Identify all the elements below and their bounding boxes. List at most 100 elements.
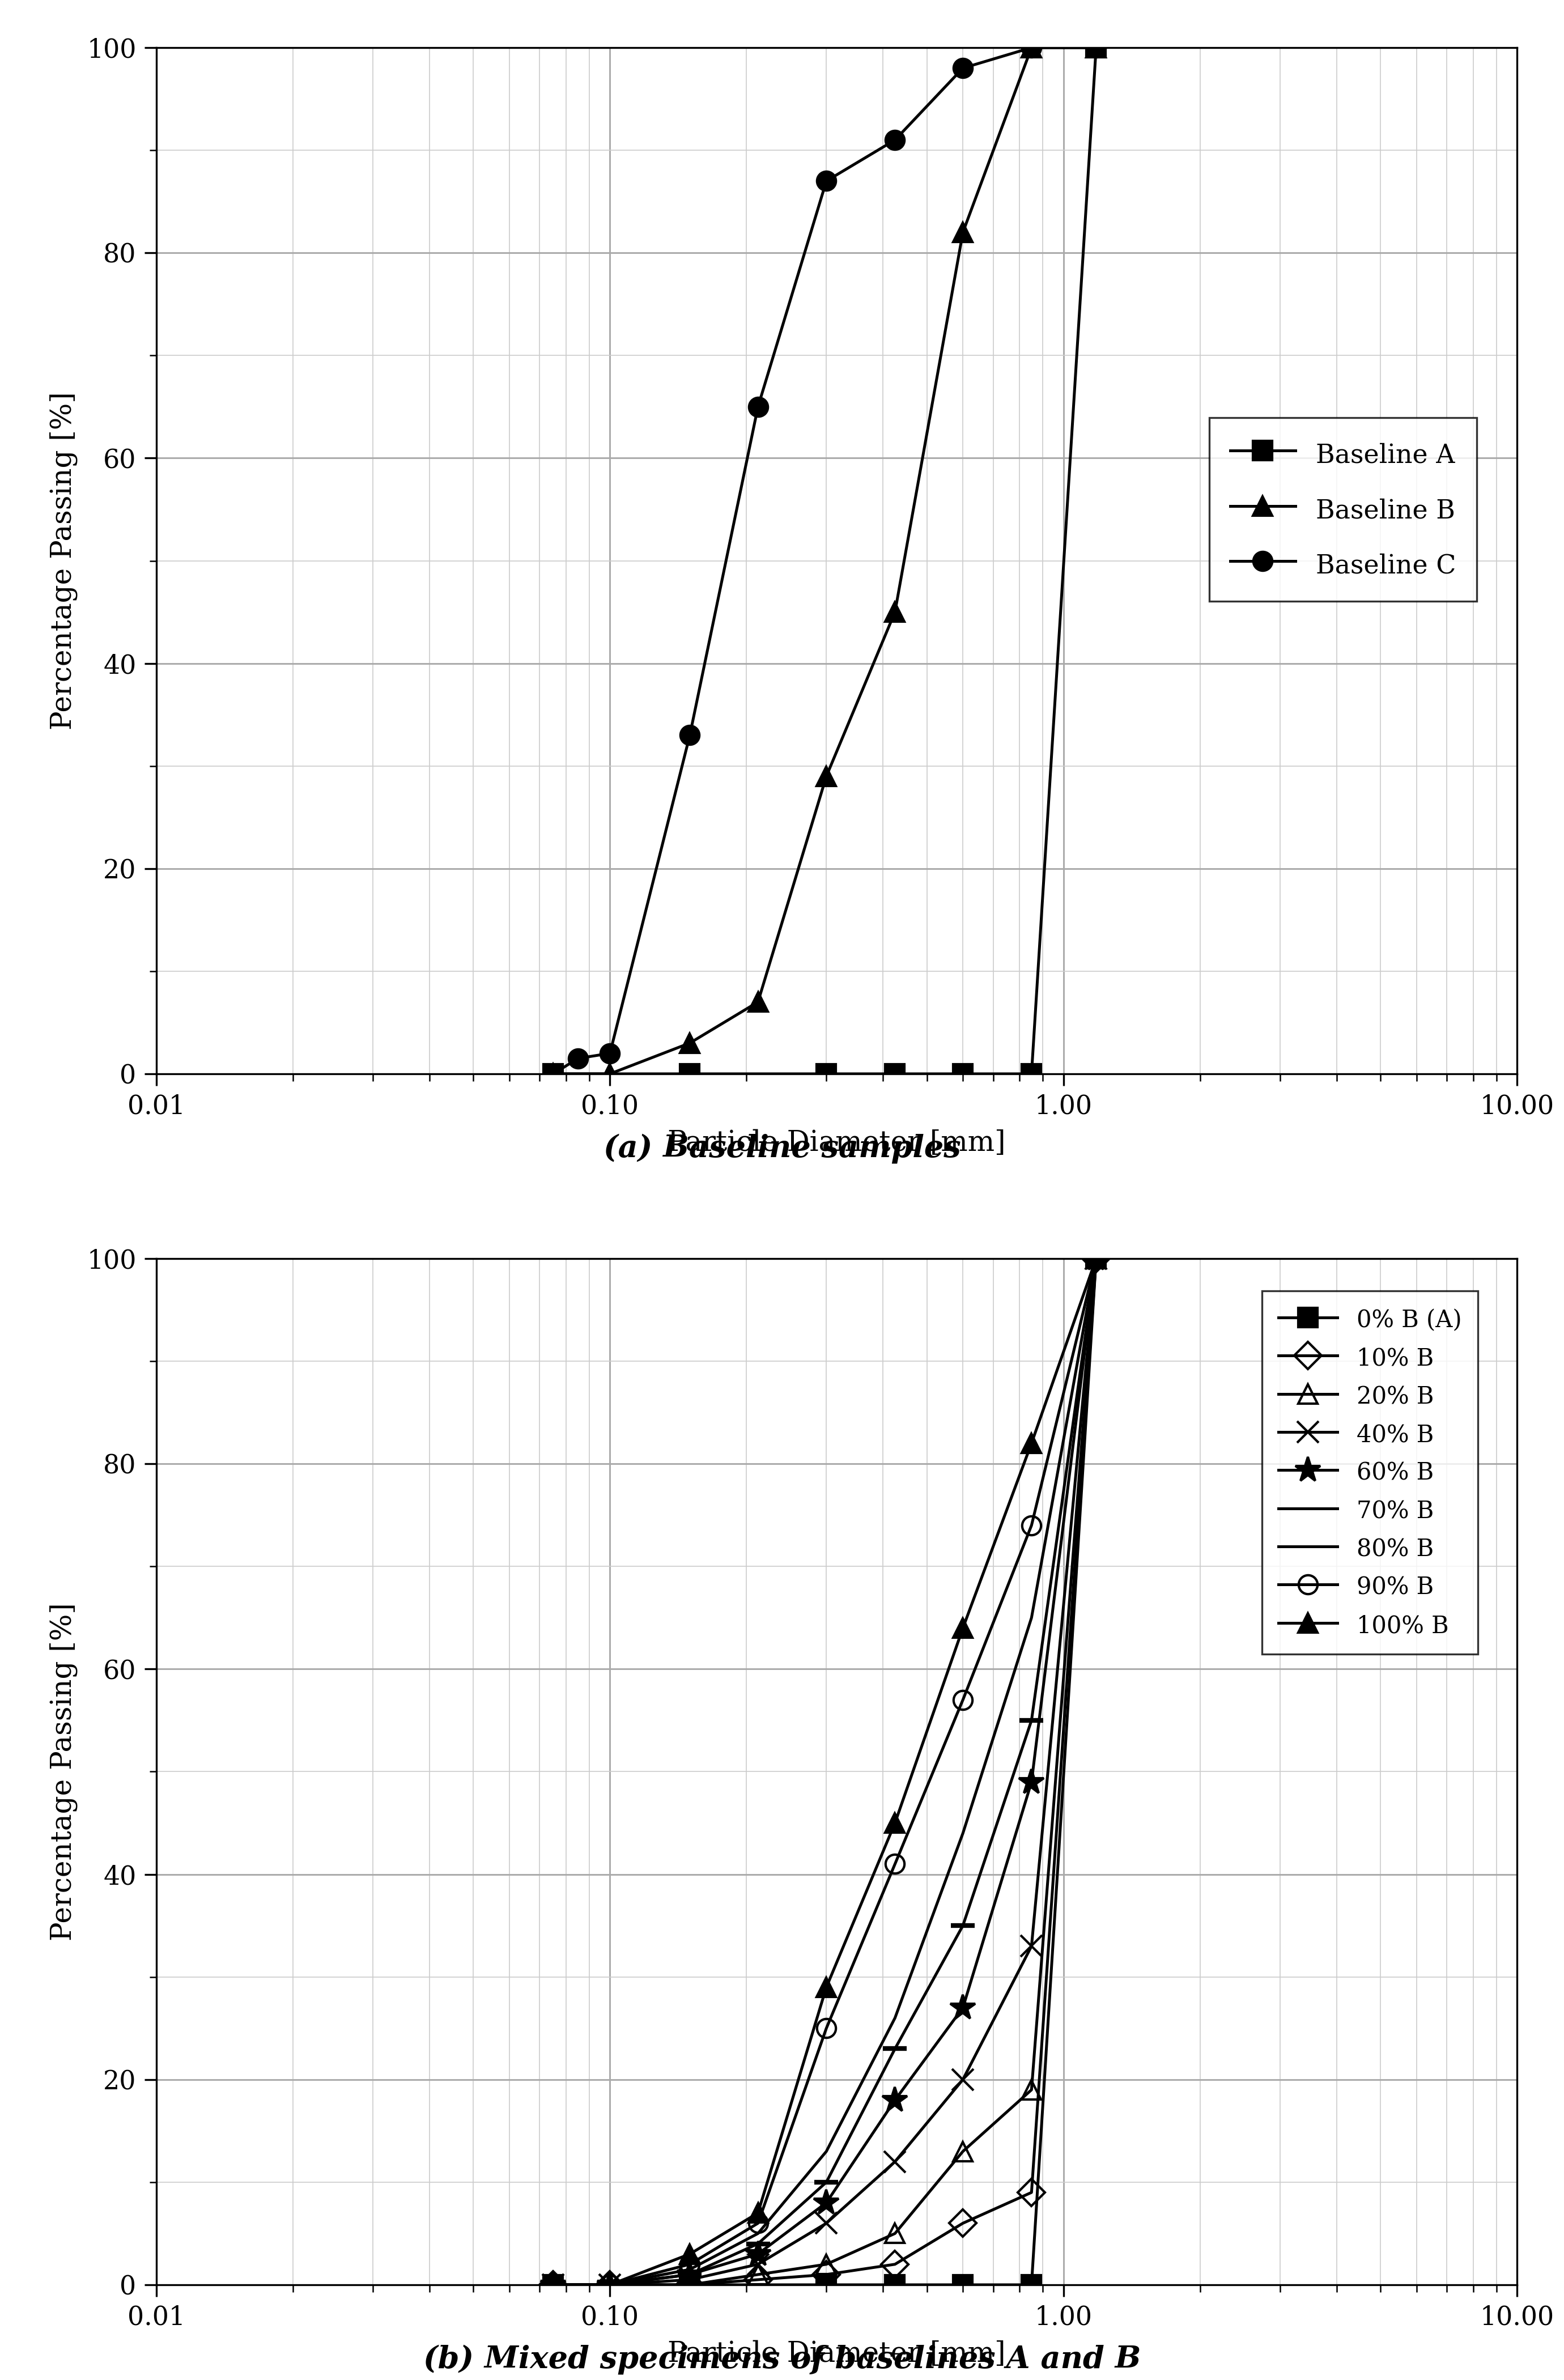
Baseline B <box>749 988 768 1016</box>
Baseline C <box>954 55 973 83</box>
0% B (A) <box>1023 2271 1042 2299</box>
Legend: Baseline A, Baseline B, Baseline C: Baseline A, Baseline B, Baseline C <box>1209 419 1476 602</box>
100% B <box>816 1973 835 2002</box>
Baseline A <box>816 1059 835 1088</box>
Baseline A <box>1023 1059 1042 1088</box>
70% B <box>544 2271 563 2299</box>
100% B <box>544 2271 563 2299</box>
Baseline C <box>569 1045 588 1073</box>
40% B <box>544 2271 563 2299</box>
40% B <box>954 2066 973 2094</box>
60% B <box>601 2271 619 2299</box>
10% B <box>816 2261 835 2290</box>
40% B <box>816 2209 835 2237</box>
100% B <box>954 1614 973 1642</box>
70% B <box>1087 1245 1106 1273</box>
100% B <box>885 1809 904 1837</box>
X-axis label: Particle Diameter [mm]: Particle Diameter [mm] <box>668 2340 1006 2368</box>
0% B (A) <box>680 2271 699 2299</box>
60% B <box>680 2261 699 2290</box>
10% B <box>544 2271 563 2299</box>
Baseline A <box>544 1059 563 1088</box>
80% B <box>749 2218 768 2247</box>
10% B <box>1087 1245 1106 1273</box>
10% B <box>749 2266 768 2294</box>
Baseline B <box>1023 33 1042 62</box>
10% B <box>885 2249 904 2278</box>
70% B <box>816 2168 835 2197</box>
80% B <box>601 2271 619 2299</box>
100% B <box>1087 1245 1106 1273</box>
70% B <box>601 2271 619 2299</box>
10% B <box>954 2209 973 2237</box>
Baseline C <box>749 393 768 421</box>
Line: 70% B: 70% B <box>554 1259 1096 2285</box>
20% B <box>1087 1245 1106 1273</box>
Line: Baseline A: Baseline A <box>544 38 1106 1083</box>
Baseline A <box>954 1059 973 1088</box>
20% B <box>544 2271 563 2299</box>
90% B <box>885 1849 904 1878</box>
40% B <box>749 2249 768 2278</box>
100% B <box>1023 1428 1042 1457</box>
90% B <box>816 2013 835 2042</box>
Text: (b) Mixed specimens of baselines A and B: (b) Mixed specimens of baselines A and B <box>424 2344 1140 2375</box>
20% B <box>601 2271 619 2299</box>
0% B (A) <box>1087 1245 1106 1273</box>
20% B <box>680 2271 699 2299</box>
Line: 40% B: 40% B <box>543 1247 1107 2294</box>
70% B <box>749 2230 768 2259</box>
80% B <box>1087 1245 1106 1273</box>
Line: Baseline C: Baseline C <box>544 38 1106 1083</box>
40% B <box>885 2147 904 2175</box>
Baseline B <box>680 1028 699 1057</box>
90% B <box>1087 1245 1106 1273</box>
60% B <box>749 2240 768 2268</box>
80% B <box>816 2137 835 2166</box>
100% B <box>601 2271 619 2299</box>
Y-axis label: Percentage Passing [%]: Percentage Passing [%] <box>50 393 77 731</box>
Baseline C <box>1087 33 1106 62</box>
20% B <box>749 2261 768 2290</box>
90% B <box>1023 1511 1042 1540</box>
0% B (A) <box>885 2271 904 2299</box>
Baseline B <box>954 219 973 248</box>
Baseline A <box>885 1059 904 1088</box>
20% B <box>816 2249 835 2278</box>
20% B <box>885 2218 904 2247</box>
90% B <box>601 2271 619 2299</box>
70% B <box>885 2035 904 2063</box>
60% B <box>1023 1768 1042 1797</box>
80% B <box>544 2271 563 2299</box>
Baseline B <box>885 597 904 626</box>
90% B <box>749 2209 768 2237</box>
0% B (A) <box>816 2271 835 2299</box>
Baseline A <box>680 1059 699 1088</box>
10% B <box>1023 2178 1042 2206</box>
40% B <box>1023 1933 1042 1961</box>
Baseline C <box>1023 33 1042 62</box>
Baseline B <box>816 762 835 790</box>
60% B <box>885 2085 904 2113</box>
20% B <box>1023 2075 1042 2104</box>
40% B <box>601 2271 619 2299</box>
100% B <box>680 2240 699 2268</box>
60% B <box>1087 1245 1106 1273</box>
0% B (A) <box>544 2271 563 2299</box>
Y-axis label: Percentage Passing [%]: Percentage Passing [%] <box>50 1602 77 1940</box>
70% B <box>1023 1706 1042 1735</box>
70% B <box>680 2261 699 2290</box>
Line: 20% B: 20% B <box>544 1250 1106 2294</box>
Line: 100% B: 100% B <box>544 1250 1106 2294</box>
Legend: 0% B (A), 10% B, 20% B, 40% B, 60% B, 70% B, 80% B, 90% B, 100% B: 0% B (A), 10% B, 20% B, 40% B, 60% B, 70… <box>1262 1290 1478 1654</box>
Baseline C <box>544 1059 563 1088</box>
10% B <box>601 2271 619 2299</box>
Line: 90% B: 90% B <box>544 1250 1106 2294</box>
40% B <box>1087 1245 1106 1273</box>
Line: 0% B (A): 0% B (A) <box>544 1250 1106 2294</box>
Line: Baseline B: Baseline B <box>544 38 1106 1083</box>
60% B <box>954 1994 973 2023</box>
10% B <box>680 2271 699 2299</box>
60% B <box>544 2271 563 2299</box>
0% B (A) <box>954 2271 973 2299</box>
